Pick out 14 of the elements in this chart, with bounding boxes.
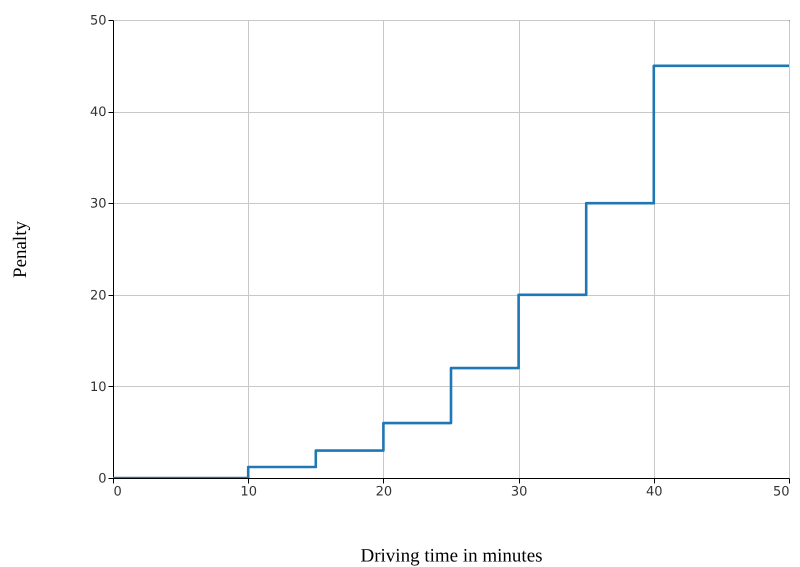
- y-axis-title: Penalty: [10, 220, 31, 278]
- y-tick-label: 10: [90, 380, 106, 395]
- x-tick-label: 50: [772, 484, 790, 500]
- y-tick-label: 50: [90, 14, 106, 28]
- x-tick-label: 20: [376, 484, 392, 500]
- x-tick-label: 30: [510, 484, 528, 500]
- y-tick-label: 0: [98, 472, 106, 486]
- x-tick-label: 0: [114, 484, 122, 500]
- x-tick-label: 40: [646, 484, 663, 500]
- y-tick-label: 20: [90, 288, 106, 304]
- y-tick-label: 30: [90, 196, 106, 212]
- x-axis-title: Driving time in minutes: [360, 546, 543, 566]
- y-tick-label: 40: [90, 105, 106, 120]
- x-tick-label: 10: [240, 484, 257, 500]
